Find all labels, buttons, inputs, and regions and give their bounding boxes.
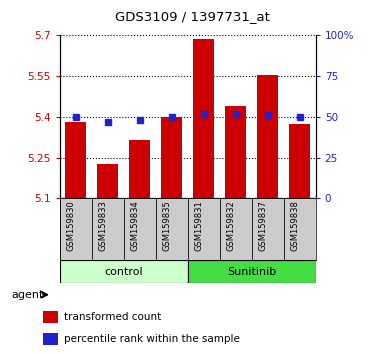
Bar bbox=[289, 124, 310, 198]
Text: Sunitinib: Sunitinib bbox=[227, 267, 276, 277]
Text: GSM159830: GSM159830 bbox=[67, 200, 76, 251]
Text: GSM159831: GSM159831 bbox=[195, 200, 204, 251]
Bar bbox=[65, 122, 86, 198]
Bar bbox=[193, 39, 214, 198]
Text: GSM159835: GSM159835 bbox=[163, 200, 172, 251]
Text: GSM159833: GSM159833 bbox=[99, 200, 108, 251]
Bar bbox=[161, 117, 182, 198]
Text: GSM159832: GSM159832 bbox=[227, 200, 236, 251]
Text: percentile rank within the sample: percentile rank within the sample bbox=[64, 335, 240, 344]
Bar bbox=[97, 164, 118, 198]
Bar bbox=[44, 311, 58, 323]
Bar bbox=[225, 106, 246, 198]
Bar bbox=[92, 198, 124, 260]
Bar bbox=[187, 198, 220, 260]
Text: agent: agent bbox=[12, 290, 44, 300]
Bar bbox=[60, 260, 187, 283]
Text: control: control bbox=[104, 267, 143, 277]
Text: GSM159838: GSM159838 bbox=[291, 200, 300, 251]
Text: transformed count: transformed count bbox=[64, 312, 161, 322]
Text: GSM159837: GSM159837 bbox=[259, 200, 268, 251]
Bar bbox=[129, 140, 150, 198]
Bar bbox=[124, 198, 156, 260]
Bar bbox=[220, 198, 252, 260]
Bar bbox=[257, 75, 278, 198]
Bar bbox=[187, 260, 316, 283]
Bar bbox=[252, 198, 284, 260]
Bar bbox=[156, 198, 188, 260]
Bar bbox=[44, 333, 58, 345]
Text: GDS3109 / 1397731_at: GDS3109 / 1397731_at bbox=[115, 10, 270, 23]
Bar bbox=[284, 198, 316, 260]
Text: GSM159834: GSM159834 bbox=[131, 200, 140, 251]
Bar bbox=[60, 198, 92, 260]
